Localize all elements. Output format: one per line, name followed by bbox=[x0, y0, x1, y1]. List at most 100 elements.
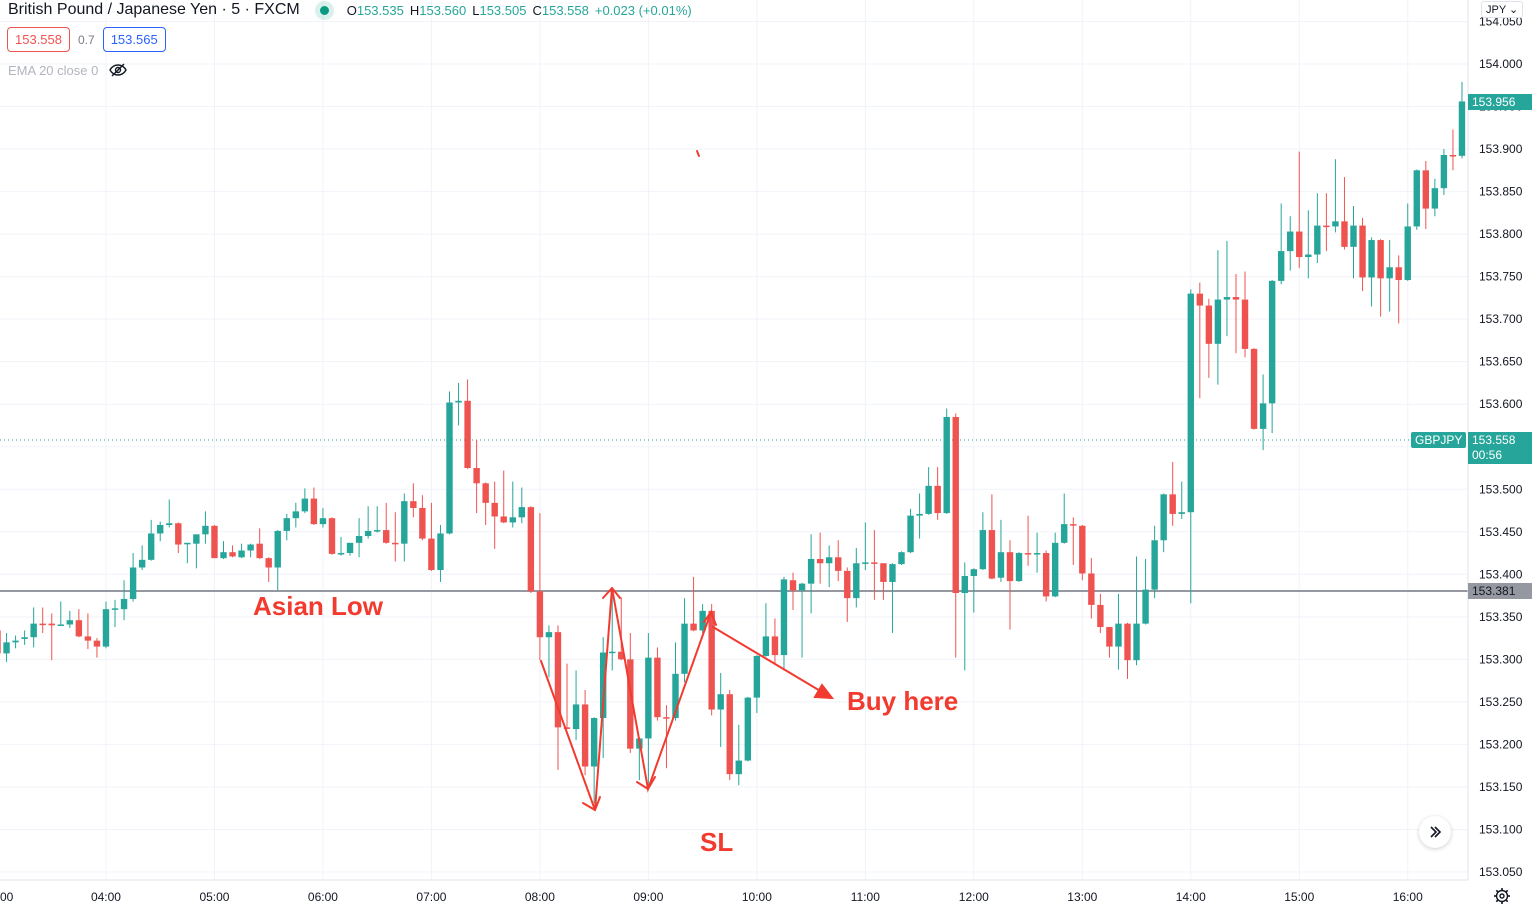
candle[interactable] bbox=[310, 487, 318, 525]
candle[interactable] bbox=[428, 502, 435, 571]
candle[interactable] bbox=[1214, 250, 1222, 385]
candle[interactable] bbox=[274, 530, 281, 591]
candle[interactable] bbox=[1142, 558, 1149, 625]
sell-button[interactable]: 153.558 bbox=[7, 27, 70, 52]
candle[interactable] bbox=[672, 642, 679, 721]
candle[interactable] bbox=[446, 391, 453, 535]
candle[interactable] bbox=[609, 590, 616, 671]
candle[interactable] bbox=[807, 534, 815, 614]
candle[interactable] bbox=[238, 543, 245, 559]
candle[interactable] bbox=[1440, 149, 1448, 195]
candle[interactable] bbox=[590, 717, 598, 804]
candle[interactable] bbox=[102, 601, 110, 649]
candle[interactable] bbox=[57, 601, 64, 626]
candle[interactable] bbox=[1332, 159, 1339, 233]
candle[interactable] bbox=[681, 598, 688, 683]
candle[interactable] bbox=[482, 482, 489, 525]
candle[interactable] bbox=[1241, 271, 1249, 358]
candle[interactable] bbox=[1386, 240, 1393, 312]
candle[interactable] bbox=[265, 557, 272, 582]
candle[interactable] bbox=[744, 696, 752, 762]
candle[interactable] bbox=[364, 506, 372, 539]
candle[interactable] bbox=[789, 572, 797, 611]
candle[interactable] bbox=[753, 655, 761, 713]
candle[interactable] bbox=[410, 483, 417, 518]
candle[interactable] bbox=[862, 522, 869, 571]
candle[interactable] bbox=[157, 521, 164, 542]
candle[interactable] bbox=[464, 379, 471, 469]
candle[interactable] bbox=[572, 670, 580, 741]
candle[interactable] bbox=[934, 467, 941, 520]
candle[interactable] bbox=[645, 632, 652, 789]
candle[interactable] bbox=[437, 524, 444, 582]
candle[interactable] bbox=[1088, 558, 1095, 619]
candle[interactable] bbox=[1350, 206, 1357, 279]
candle[interactable] bbox=[1178, 481, 1185, 520]
time-axis[interactable]: 00 04:00 05:00 06:00 07:00 08:00 09:00 10:00 11:… bbox=[0, 890, 1423, 904]
candle[interactable] bbox=[717, 672, 724, 747]
candle[interactable] bbox=[66, 610, 74, 628]
candle[interactable] bbox=[337, 536, 345, 556]
scroll-to-realtime-button[interactable] bbox=[1419, 816, 1451, 848]
candle[interactable] bbox=[1223, 240, 1231, 337]
candle[interactable] bbox=[1196, 282, 1204, 399]
buy-button[interactable]: 153.565 bbox=[102, 27, 166, 52]
candle[interactable] bbox=[256, 528, 263, 559]
candle[interactable] bbox=[1395, 255, 1402, 324]
candle[interactable] bbox=[1359, 217, 1366, 292]
candle[interactable] bbox=[129, 553, 137, 602]
candle[interactable] bbox=[229, 545, 236, 558]
candle[interactable] bbox=[1051, 532, 1059, 598]
candle[interactable] bbox=[373, 506, 381, 533]
candle[interactable] bbox=[0, 625, 1, 660]
candle[interactable] bbox=[1422, 160, 1430, 229]
candle[interactable] bbox=[12, 635, 19, 649]
candle[interactable] bbox=[211, 524, 218, 559]
candle[interactable] bbox=[1097, 593, 1104, 633]
candle[interactable] bbox=[536, 513, 544, 661]
candle[interactable] bbox=[491, 481, 498, 549]
candle[interactable] bbox=[30, 607, 37, 648]
candle[interactable] bbox=[1404, 203, 1411, 281]
candle[interactable] bbox=[1151, 525, 1158, 599]
candle[interactable] bbox=[735, 724, 742, 786]
candle[interactable] bbox=[1431, 178, 1439, 217]
symbol-title[interactable]: British Pound / Japanese Yen · 5 · FXCM bbox=[8, 1, 300, 18]
candle[interactable] bbox=[292, 502, 300, 528]
candle[interactable] bbox=[871, 530, 878, 600]
candle[interactable] bbox=[988, 494, 996, 580]
candle[interactable] bbox=[889, 563, 896, 633]
candle[interactable] bbox=[798, 582, 806, 658]
candle[interactable] bbox=[75, 609, 83, 638]
candle[interactable] bbox=[952, 413, 959, 658]
candle[interactable] bbox=[844, 567, 851, 622]
candle[interactable] bbox=[780, 576, 788, 671]
gear-icon[interactable] bbox=[1493, 887, 1511, 905]
candle[interactable] bbox=[319, 507, 327, 528]
candle[interactable] bbox=[1368, 237, 1375, 307]
candle[interactable] bbox=[880, 563, 887, 600]
candle[interactable] bbox=[554, 625, 562, 770]
candle[interactable] bbox=[220, 541, 227, 559]
candle[interactable] bbox=[1268, 280, 1276, 434]
candle[interactable] bbox=[1458, 81, 1466, 159]
candle[interactable] bbox=[383, 502, 390, 544]
candle[interactable] bbox=[1015, 552, 1023, 582]
candle[interactable] bbox=[1006, 540, 1014, 630]
candle[interactable] bbox=[961, 562, 968, 671]
candle[interactable] bbox=[1169, 462, 1176, 526]
candle[interactable] bbox=[835, 540, 842, 582]
candle[interactable] bbox=[283, 513, 290, 541]
candle[interactable] bbox=[618, 597, 625, 661]
candle[interactable] bbox=[1106, 627, 1113, 658]
candle[interactable] bbox=[392, 512, 399, 562]
candle[interactable] bbox=[473, 439, 480, 514]
candle[interactable] bbox=[166, 499, 173, 528]
candle[interactable] bbox=[1277, 203, 1285, 285]
candle[interactable] bbox=[1024, 515, 1032, 566]
candle[interactable] bbox=[979, 512, 987, 571]
candle[interactable] bbox=[690, 576, 697, 632]
candle[interactable] bbox=[925, 467, 932, 515]
candle[interactable] bbox=[1314, 193, 1321, 264]
candle[interactable] bbox=[1133, 556, 1140, 666]
